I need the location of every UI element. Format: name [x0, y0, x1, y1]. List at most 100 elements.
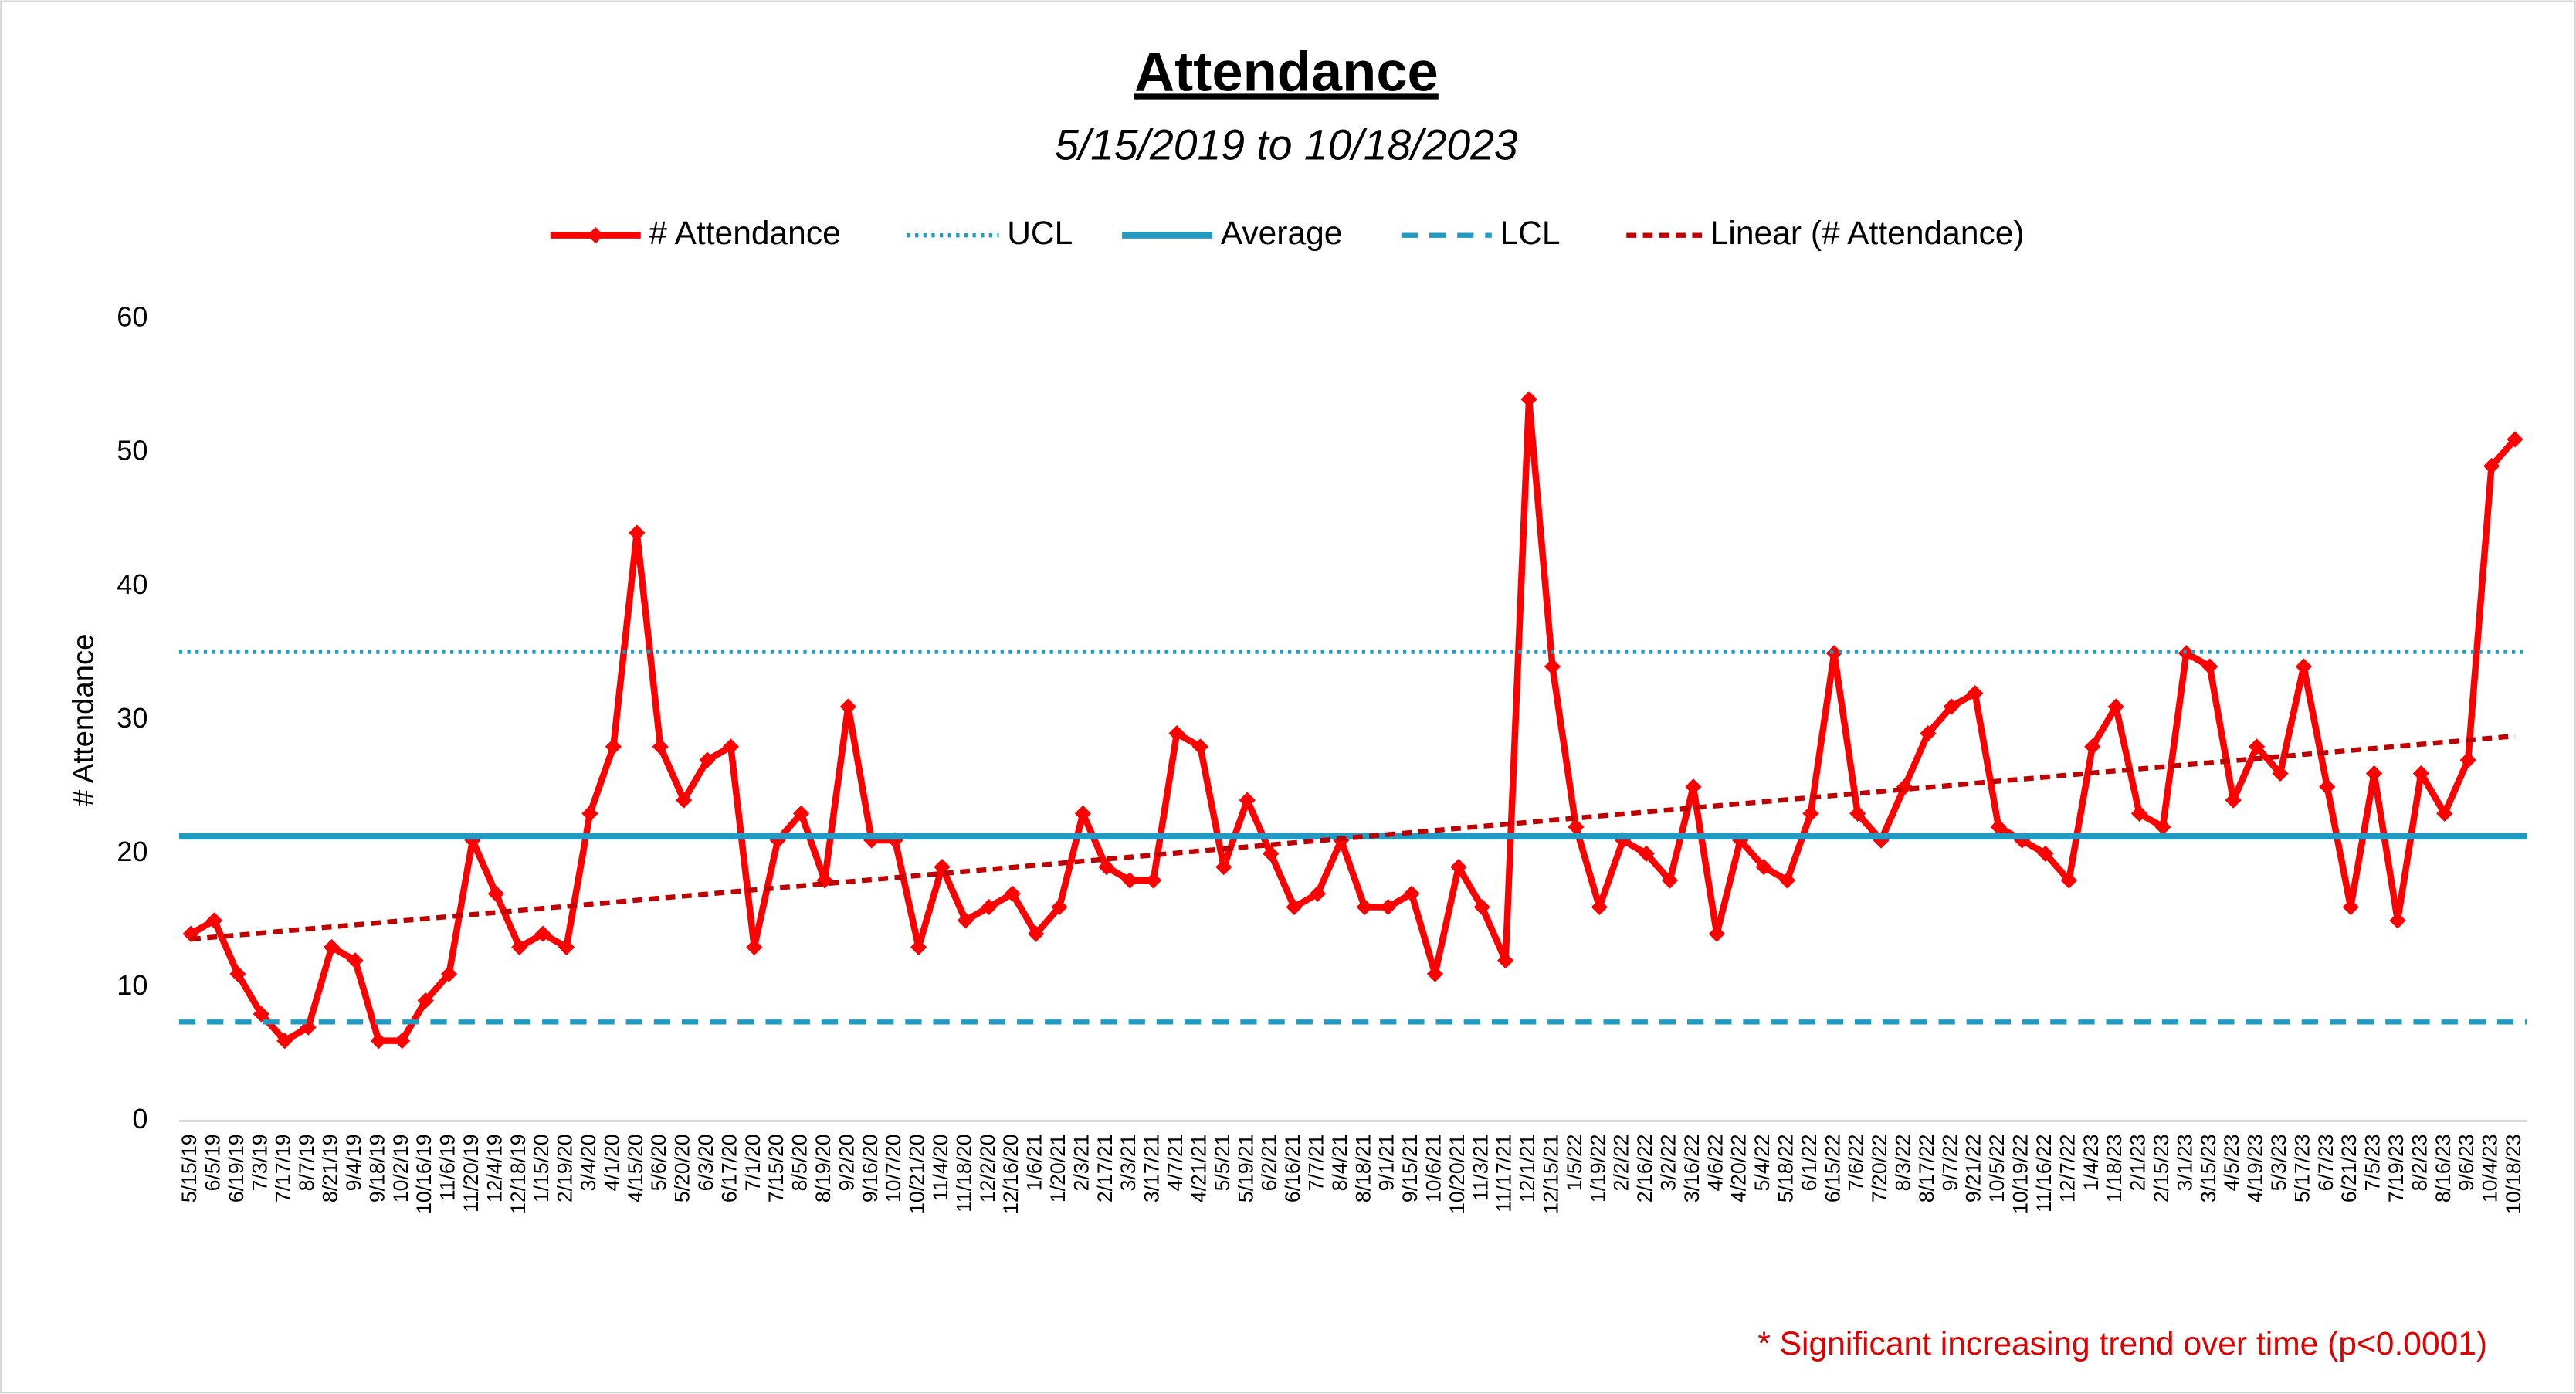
- x-tick-label: 6/19/19: [225, 1134, 248, 1202]
- x-tick-label: 11/6/19: [436, 1134, 459, 1201]
- data-point: [2060, 872, 2077, 889]
- x-tick-label: 1/20/21: [1046, 1134, 1069, 1202]
- x-tick-label: 7/20/22: [1868, 1134, 1891, 1202]
- x-tick-label: 7/1/20: [741, 1134, 764, 1191]
- x-tick-label: 10/21/20: [906, 1134, 929, 1213]
- x-tick-label: 5/20/20: [671, 1134, 694, 1202]
- y-tick-label: 20: [117, 836, 147, 867]
- x-tick-label: 4/7/21: [1164, 1134, 1187, 1191]
- x-tick-label: 5/6/20: [647, 1134, 670, 1191]
- x-tick-label: 6/5/19: [202, 1134, 225, 1191]
- x-tick-label: 10/4/23: [2479, 1134, 2502, 1202]
- data-point: [1568, 819, 1585, 836]
- x-tick-label: 1/6/21: [1023, 1134, 1046, 1191]
- y-tick-label: 10: [117, 969, 147, 1001]
- x-tick-label: 1/5/22: [1563, 1134, 1586, 1191]
- x-tick-label: 7/19/23: [2384, 1134, 2408, 1202]
- x-tick-label: 2/19/20: [554, 1134, 577, 1202]
- data-point: [1051, 898, 1068, 916]
- x-tick-label: 11/3/21: [1469, 1134, 1492, 1201]
- x-tick-label: 3/1/23: [2173, 1134, 2196, 1191]
- x-tick-label: 7/3/19: [248, 1134, 271, 1191]
- legend-label: Linear (# Attendance): [1710, 215, 2025, 252]
- x-tick-label: 12/15/21: [1539, 1134, 1562, 1213]
- data-point: [1121, 872, 1138, 889]
- x-tick-label: 9/16/20: [859, 1134, 882, 1202]
- legend-label: UCL: [1007, 215, 1073, 252]
- data-point: [276, 1032, 293, 1050]
- data-point: [394, 1032, 411, 1050]
- x-tick-label: 12/7/22: [2056, 1134, 2079, 1202]
- x-tick-label: 6/1/22: [1798, 1134, 1821, 1191]
- data-point: [2342, 898, 2359, 916]
- x-tick-label: 2/16/22: [1633, 1134, 1656, 1202]
- data-point: [1990, 819, 2007, 836]
- x-tick-label: 4/6/22: [1703, 1134, 1727, 1191]
- x-tick-label: 9/15/21: [1398, 1134, 1422, 1202]
- x-tick-label: 1/15/20: [530, 1134, 553, 1202]
- x-tick-label: 11/18/20: [952, 1134, 975, 1212]
- data-point: [1027, 925, 1045, 942]
- x-tick-label: 11/17/21: [1493, 1134, 1516, 1212]
- x-tick-label: 6/21/23: [2337, 1134, 2361, 1202]
- chart-subtitle: 5/15/2019 to 10/18/2023: [1055, 121, 1518, 169]
- x-tick-label: 10/20/21: [1446, 1134, 1469, 1213]
- x-tick-label: 12/2/20: [976, 1134, 999, 1202]
- x-tick-label: 12/1/21: [1516, 1134, 1539, 1202]
- data-point: [1286, 898, 1303, 916]
- y-tick-label: 30: [117, 702, 147, 734]
- x-tick-label: 4/21/21: [1187, 1134, 1210, 1202]
- x-tick-label: 7/5/23: [2361, 1134, 2384, 1191]
- x-tick-label: 10/2/19: [389, 1134, 412, 1202]
- x-tick-label: 8/7/19: [295, 1134, 318, 1191]
- x-tick-label: 7/15/20: [764, 1134, 788, 1202]
- x-tick-label: 5/19/21: [1234, 1134, 1257, 1202]
- x-tick-label: 9/2/20: [835, 1134, 858, 1191]
- x-tick-label: 8/16/23: [2432, 1134, 2455, 1202]
- x-tick-label: 8/19/20: [812, 1134, 835, 1202]
- data-point: [253, 1006, 269, 1023]
- y-tick-label: 60: [117, 301, 147, 333]
- x-tick-label: 2/2/22: [1610, 1134, 1633, 1191]
- x-tick-label: 4/15/20: [624, 1134, 647, 1202]
- x-tick-label: 2/1/23: [2127, 1134, 2150, 1191]
- chart-title: Attendance: [1134, 41, 1439, 103]
- data-point: [1708, 925, 1725, 942]
- x-tick-label: 11/16/22: [2032, 1134, 2056, 1212]
- trend-line: [190, 733, 2516, 942]
- y-tick-label: 50: [117, 435, 147, 466]
- x-tick-label: 9/4/19: [342, 1134, 365, 1191]
- data-point: [1591, 898, 1608, 916]
- y-tick-label: 40: [117, 568, 147, 600]
- x-tick-label: 12/4/19: [483, 1134, 506, 1202]
- data-point: [2507, 431, 2523, 448]
- x-tick-label: 8/4/21: [1328, 1134, 1351, 1191]
- x-tick-label: 5/17/23: [2290, 1134, 2313, 1202]
- legend-label: LCL: [1500, 215, 1560, 252]
- x-tick-label: 1/4/23: [2079, 1134, 2103, 1191]
- x-tick-label: 4/20/22: [1727, 1134, 1751, 1202]
- data-point: [347, 952, 364, 969]
- x-tick-label: 8/21/19: [319, 1134, 342, 1202]
- legend-label: Average: [1221, 215, 1343, 252]
- x-tick-label: 6/15/22: [1821, 1134, 1844, 1202]
- data-point: [2483, 457, 2500, 475]
- x-tick-label: 3/3/21: [1117, 1134, 1140, 1191]
- x-tick-label: 8/3/22: [1892, 1134, 1915, 1191]
- x-tick-label: 9/21/22: [1962, 1134, 1985, 1202]
- x-tick-label: 3/16/22: [1680, 1134, 1703, 1202]
- x-tick-label: 10/7/20: [882, 1134, 905, 1202]
- x-tick-label: 8/5/20: [788, 1134, 812, 1191]
- x-tick-label: 5/4/22: [1751, 1134, 1774, 1191]
- x-tick-label: 10/16/19: [412, 1134, 436, 1213]
- x-tick-label: 1/18/23: [2103, 1134, 2126, 1202]
- x-tick-label: 3/15/23: [2197, 1134, 2220, 1202]
- x-tick-label: 7/7/21: [1304, 1134, 1327, 1191]
- x-tick-label: 10/18/23: [2502, 1134, 2525, 1213]
- data-point: [370, 1032, 387, 1050]
- x-tick-label: 3/2/22: [1657, 1134, 1680, 1191]
- data-point: [1520, 391, 1537, 408]
- x-tick-label: 6/17/20: [717, 1134, 741, 1202]
- x-tick-label: 2/15/23: [2150, 1134, 2173, 1202]
